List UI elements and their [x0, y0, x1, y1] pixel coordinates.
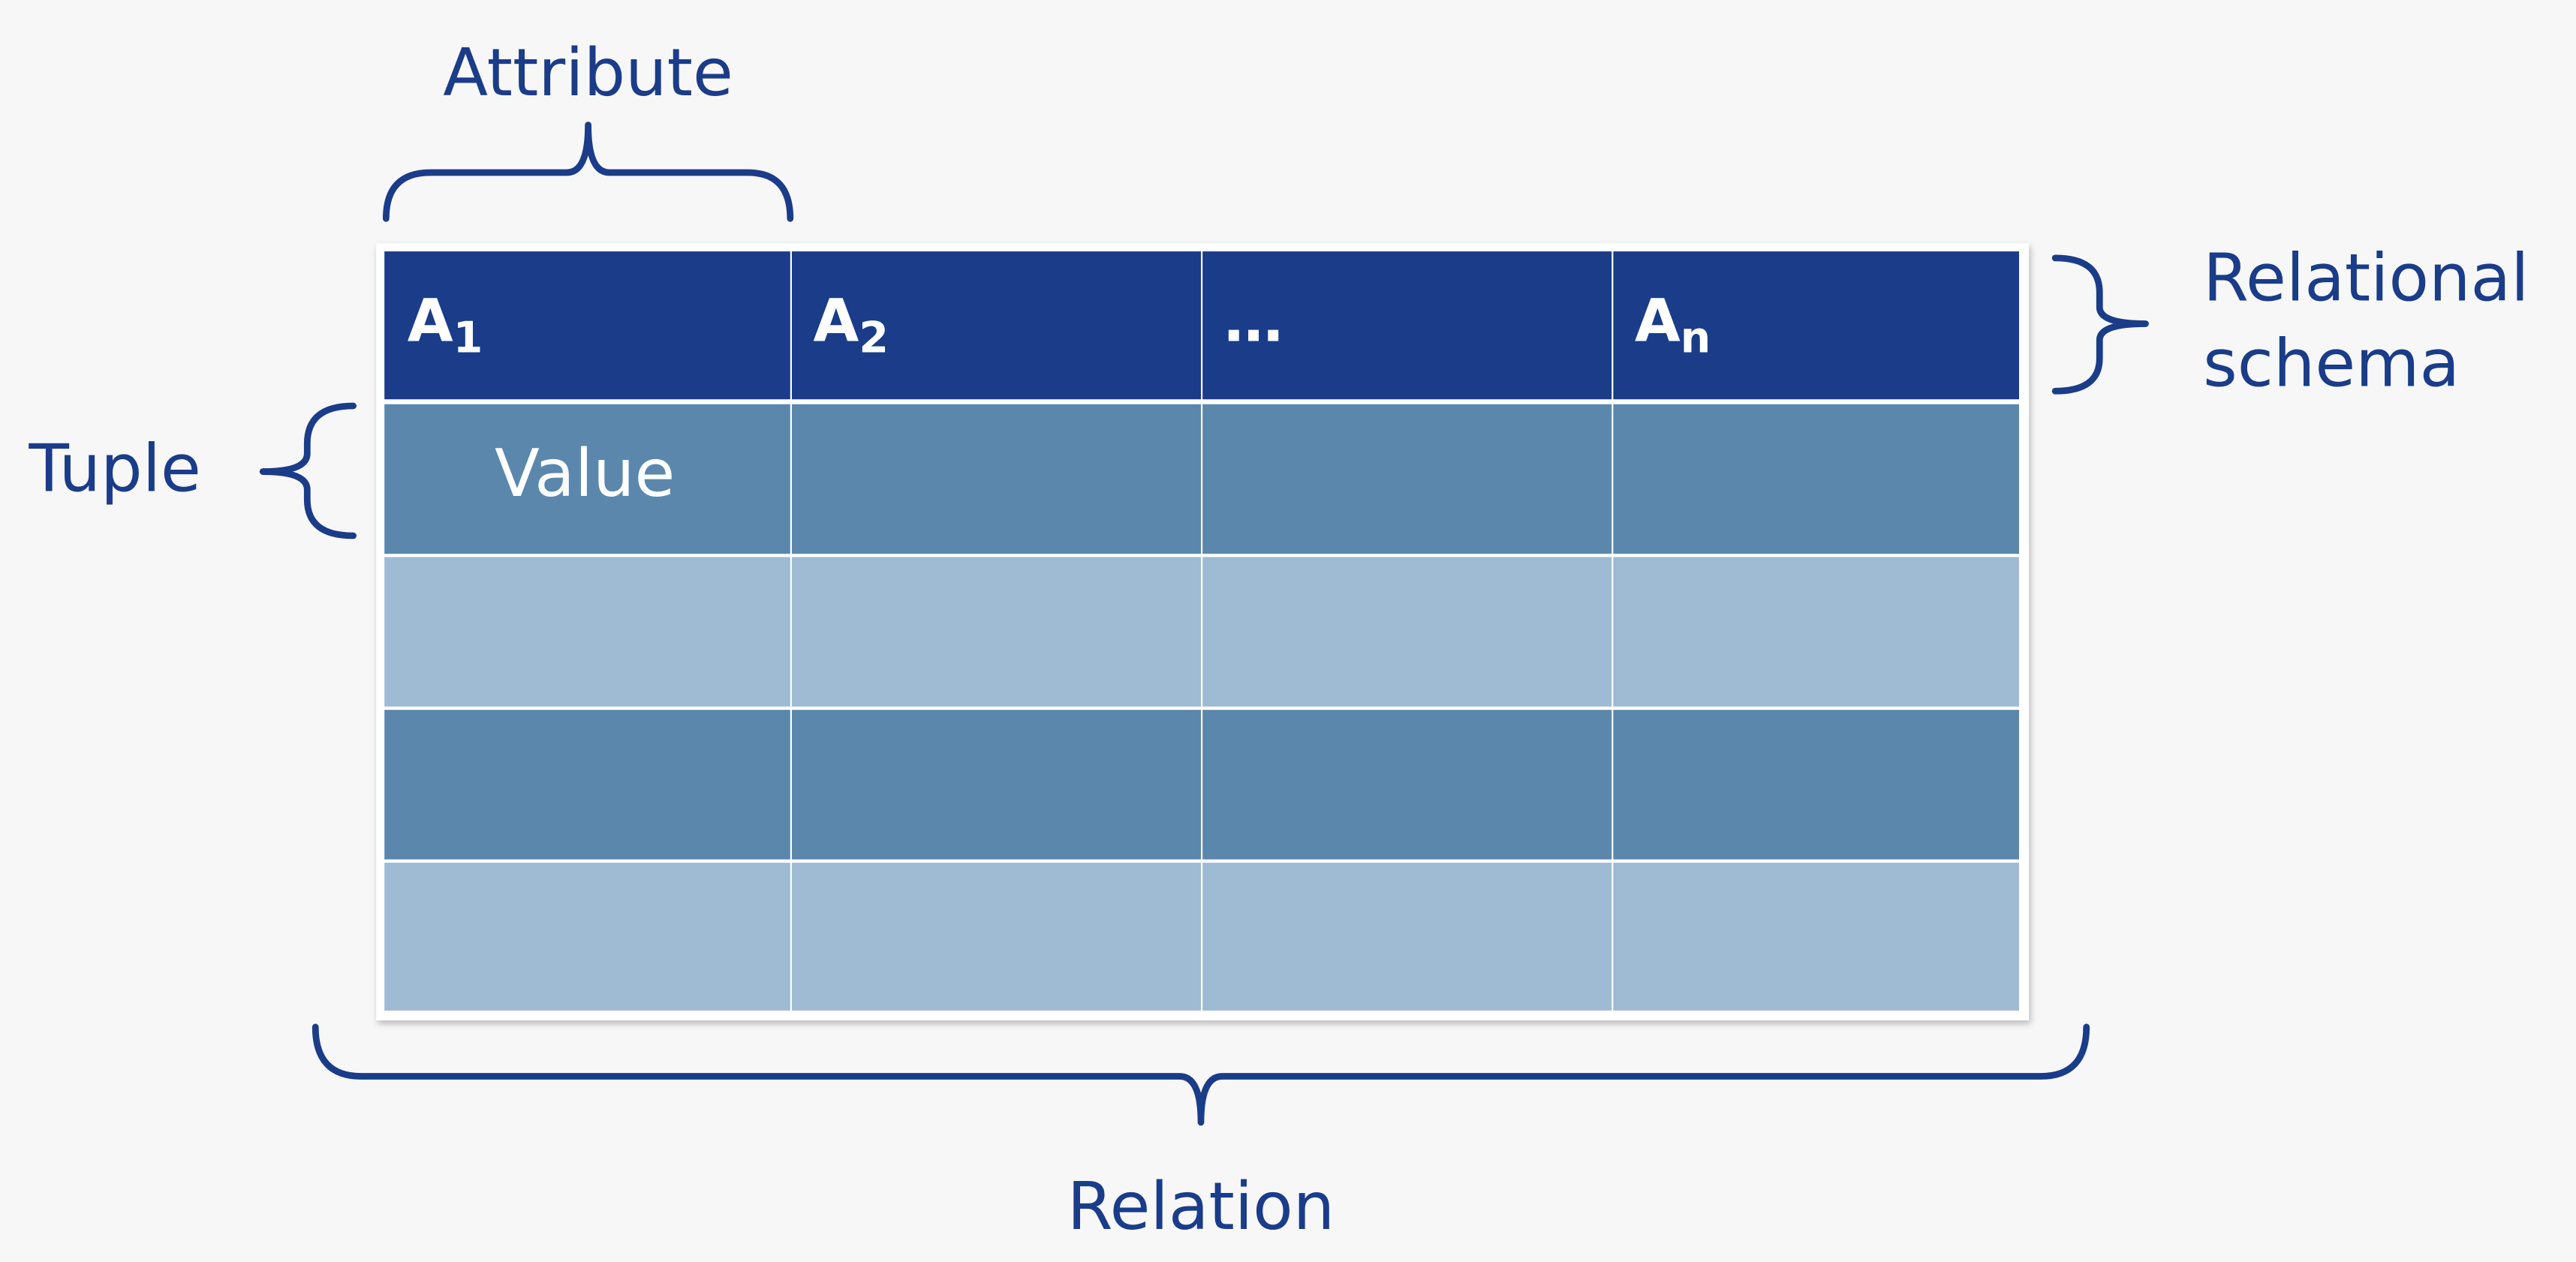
header-name: A [1635, 287, 1681, 356]
cell [384, 404, 790, 554]
cell [791, 251, 1201, 400]
cell [1202, 557, 1612, 707]
cell [1202, 862, 1612, 1011]
header-subscript: n [1681, 313, 1711, 362]
attribute-brace [382, 122, 794, 222]
header-name: A [408, 287, 453, 356]
cell [1613, 862, 2020, 1011]
cell [384, 251, 790, 400]
relation-brace [311, 1023, 2090, 1126]
cell [1613, 404, 2020, 554]
header-name: A [813, 287, 859, 356]
header-text: A1 [408, 287, 483, 362]
cell [1202, 404, 1612, 554]
schema-label: schema [2203, 325, 2460, 401]
cell-value: Value [495, 435, 675, 512]
tuple-label: Tuple [29, 431, 201, 507]
header-text: An [1635, 287, 1711, 362]
cell [791, 710, 1201, 860]
relation-label: Relation [1067, 1168, 1335, 1245]
cell [791, 404, 1201, 554]
cell [791, 862, 1201, 1011]
schema-brace [2051, 254, 2149, 395]
cell [791, 557, 1201, 707]
cell [384, 710, 790, 860]
attribute-label: Attribute [443, 35, 733, 111]
cell [1613, 710, 2020, 860]
schema-label: Relational [2203, 240, 2529, 317]
cell [1613, 557, 2020, 707]
cell [1202, 251, 1612, 400]
header-text: … [1224, 287, 1283, 356]
tuple-brace [259, 402, 357, 539]
cell [384, 862, 790, 1011]
header-name: … [1224, 287, 1283, 356]
cell [384, 557, 790, 707]
header-subscript: 1 [453, 313, 483, 362]
cell [1613, 251, 2020, 400]
header-text: A2 [813, 287, 889, 362]
header-subscript: 2 [859, 313, 889, 362]
cell [1202, 710, 1612, 860]
